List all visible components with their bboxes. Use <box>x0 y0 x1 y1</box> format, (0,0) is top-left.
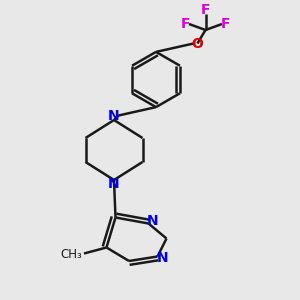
Text: O: O <box>191 37 203 50</box>
Text: N: N <box>157 251 169 265</box>
Text: F: F <box>201 3 210 16</box>
Text: F: F <box>221 17 231 31</box>
Text: N: N <box>108 178 120 191</box>
Text: CH₃: CH₃ <box>61 248 82 262</box>
Text: N: N <box>108 109 120 122</box>
Text: N: N <box>146 214 158 228</box>
Text: F: F <box>180 17 190 31</box>
